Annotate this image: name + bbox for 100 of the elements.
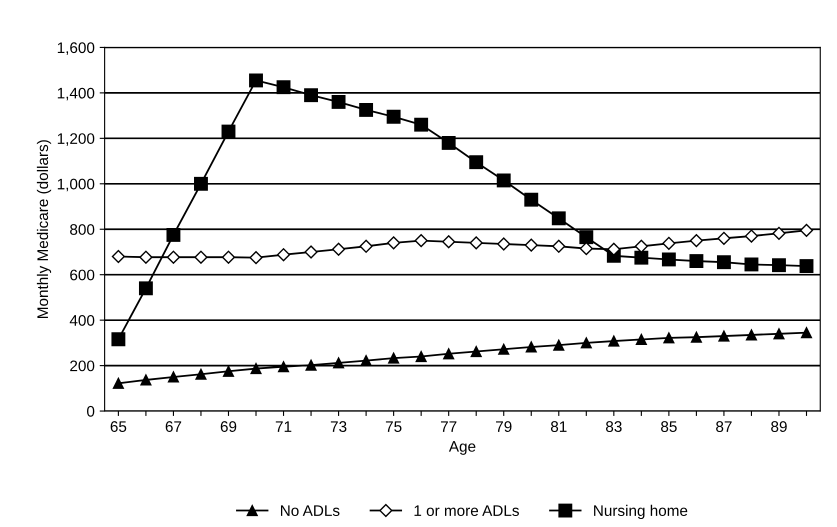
point: [442, 136, 456, 150]
x-tick-label: 67: [166, 421, 182, 432]
point: [332, 242, 346, 256]
point: [112, 250, 125, 264]
point: [414, 234, 428, 248]
point: [194, 176, 208, 191]
y-tick-label: 600: [70, 270, 94, 280]
y-tick-label: 0: [87, 406, 94, 417]
x-tick-label: 85: [661, 421, 677, 432]
x-tick-label: 79: [496, 421, 512, 432]
x-tick-label: 65: [110, 421, 126, 432]
point: [746, 329, 758, 340]
point: [443, 348, 454, 360]
point: [498, 344, 510, 355]
point: [249, 73, 263, 88]
y-axis-title: Monthly Medicare (dollars): [36, 140, 52, 318]
point: [222, 366, 234, 377]
point: [140, 374, 152, 386]
x-tick-label: 87: [716, 421, 732, 432]
point: [168, 371, 179, 383]
point: [469, 155, 484, 170]
x-axis-title: Age: [448, 441, 476, 455]
y-tick-label: 800: [70, 224, 94, 235]
point: [139, 250, 152, 264]
point: [772, 226, 786, 240]
point: [690, 332, 702, 343]
point: [552, 211, 566, 226]
point: [470, 346, 482, 358]
point: [636, 334, 647, 346]
point: [195, 368, 207, 380]
y-tick-label: 1,000: [58, 178, 94, 192]
y-tick-label: 400: [70, 315, 94, 326]
point: [359, 102, 374, 117]
x-tick-label: 73: [330, 421, 346, 432]
point: [414, 118, 428, 132]
point: [800, 259, 814, 274]
point: [386, 110, 401, 124]
x-tick-label: 75: [386, 421, 402, 432]
point: [276, 248, 290, 262]
x-tick-label: 89: [771, 421, 787, 432]
point: [552, 240, 566, 253]
point: [250, 363, 262, 374]
point: [744, 258, 758, 272]
legend-label: Nursing home: [594, 504, 688, 520]
point: [524, 192, 538, 207]
point: [387, 236, 400, 250]
point: [580, 242, 593, 256]
point: [717, 232, 731, 245]
point: [553, 340, 564, 351]
point: [663, 332, 674, 344]
y-tick-label: 1,600: [58, 42, 94, 55]
point: [138, 281, 153, 296]
point: [306, 360, 317, 371]
legend-label: 1 or more ADLs: [414, 505, 519, 516]
point: [333, 357, 344, 368]
point: [496, 173, 511, 188]
point: [278, 361, 290, 372]
point: [304, 88, 318, 102]
point: [773, 328, 785, 340]
point: [690, 234, 703, 248]
point: [470, 236, 483, 250]
x-tick-label: 69: [220, 421, 236, 432]
point: [222, 250, 236, 264]
point: [524, 238, 538, 252]
point: [689, 254, 704, 268]
point: [716, 255, 731, 270]
point: [744, 229, 758, 243]
point: [662, 252, 676, 266]
point: [580, 337, 592, 348]
x-tick-label: 83: [606, 421, 622, 432]
point: [112, 378, 124, 389]
x-tick-label: 77: [440, 421, 456, 432]
point: [166, 228, 180, 242]
x-tick-label: 71: [276, 421, 292, 432]
point: [634, 250, 648, 265]
point: [194, 250, 208, 264]
point: [607, 242, 620, 256]
x-tick-label: 81: [550, 421, 567, 432]
point: [416, 350, 427, 362]
y-tick-label: 1,400: [58, 88, 94, 100]
point: [332, 95, 346, 109]
point: [166, 250, 180, 264]
point: [662, 236, 676, 250]
point: [718, 330, 730, 342]
point: [497, 237, 510, 251]
point: [526, 341, 537, 353]
point: [388, 352, 400, 364]
point: [800, 224, 814, 237]
y-tick-label: 1,200: [58, 133, 94, 146]
point: [249, 251, 263, 264]
point: [800, 327, 812, 338]
point: [360, 355, 372, 366]
point: [608, 336, 620, 347]
point: [111, 332, 126, 346]
legend-label: No ADLs: [280, 505, 340, 516]
point: [360, 240, 373, 253]
y-tick-label: 200: [70, 360, 94, 372]
point: [772, 258, 786, 272]
point: [222, 124, 236, 138]
point: [634, 240, 648, 253]
